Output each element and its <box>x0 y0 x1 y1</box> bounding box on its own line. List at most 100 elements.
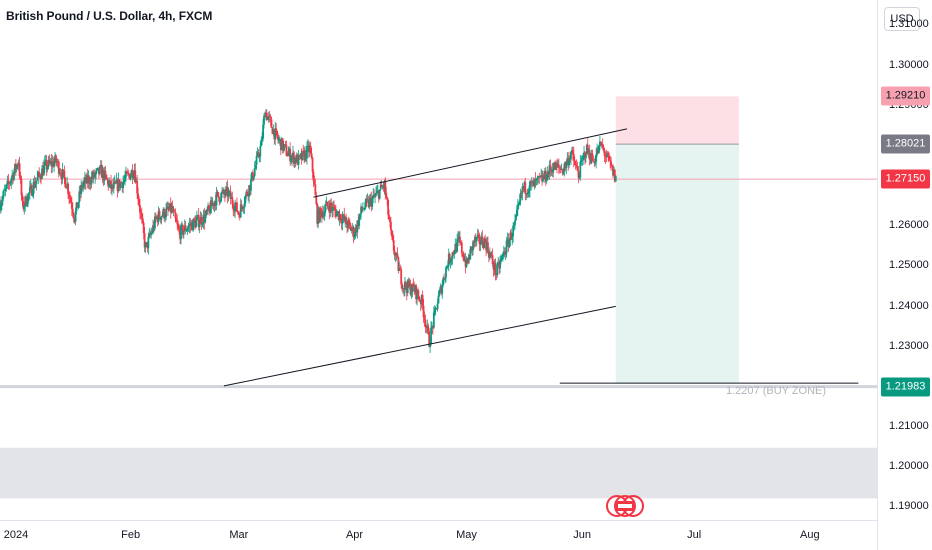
candle-down <box>52 161 55 167</box>
tradingview-logo-icon[interactable] <box>606 495 644 517</box>
candle-down <box>481 236 484 246</box>
candle-up <box>187 226 190 230</box>
candle-down <box>327 205 330 208</box>
candle-down <box>423 317 426 320</box>
candle-up <box>219 201 222 202</box>
candle-down <box>315 194 318 205</box>
candle-down <box>111 184 114 189</box>
candle-down <box>296 155 299 165</box>
candle-up <box>251 172 253 180</box>
candle-up <box>274 128 277 140</box>
candle-up <box>195 217 198 221</box>
candle-up <box>571 150 573 153</box>
time-tick: Aug <box>800 529 820 541</box>
candle-down <box>425 327 428 328</box>
candle-up <box>15 165 18 170</box>
candle-down <box>610 161 613 166</box>
candle-up <box>98 166 101 174</box>
candle-up <box>512 225 515 237</box>
candle-down <box>487 251 490 258</box>
candle-down <box>106 178 109 181</box>
candle-down <box>320 211 323 217</box>
chart-plot[interactable] <box>0 0 877 520</box>
candle-up <box>444 277 446 280</box>
candle-down <box>246 191 249 195</box>
candle-down <box>173 210 176 213</box>
candle-down <box>72 213 75 219</box>
candle-up <box>325 201 328 206</box>
candle-down <box>608 155 611 161</box>
candle-up <box>476 234 479 238</box>
candle-down <box>401 284 404 289</box>
candle-up <box>528 190 530 193</box>
candle-down <box>313 180 316 185</box>
candle-down <box>609 160 612 162</box>
candle-up <box>80 185 83 195</box>
candle-up <box>66 183 69 189</box>
candle-up <box>162 209 165 216</box>
candle-down <box>367 199 370 207</box>
candle-down <box>428 331 431 347</box>
candle-up <box>319 207 321 222</box>
currency-button[interactable]: USD <box>884 7 920 31</box>
candle-up <box>202 214 205 225</box>
candle-up <box>172 210 175 212</box>
candle-down <box>292 152 295 164</box>
candle-up <box>211 203 214 206</box>
candle-up <box>36 177 39 181</box>
candle-up <box>209 200 212 214</box>
candle-up <box>147 237 150 249</box>
candle-up <box>371 198 374 207</box>
demand-zone <box>0 447 877 499</box>
candle-down <box>538 176 541 178</box>
candle-down <box>377 190 380 199</box>
candle-down <box>265 112 268 120</box>
candle-down <box>443 278 445 280</box>
candle-up <box>28 187 31 194</box>
candle-down <box>399 268 402 270</box>
candle-down <box>200 216 203 225</box>
candle-up <box>335 212 338 217</box>
candle-down <box>240 204 243 207</box>
candle-up <box>234 205 237 212</box>
candle-up <box>497 262 500 265</box>
candle-down <box>393 250 396 256</box>
candle-up <box>496 264 499 276</box>
candle-down <box>137 193 139 200</box>
candle-down <box>249 185 251 191</box>
candle-down <box>73 218 76 222</box>
candle-down <box>84 177 87 184</box>
candle-up <box>369 197 372 200</box>
candle-down <box>392 240 395 251</box>
price-tick: 1.21000 <box>889 420 929 433</box>
candle-up <box>513 225 515 226</box>
candle-down <box>558 167 561 169</box>
candle-up <box>192 219 195 231</box>
candle-down <box>70 198 72 203</box>
candle-down <box>415 285 418 300</box>
candle-down <box>48 159 51 163</box>
candle-down <box>208 205 210 209</box>
candle-down <box>551 169 554 173</box>
candle-down <box>107 180 110 187</box>
candle-down <box>71 208 74 214</box>
candle-down <box>279 139 282 151</box>
candle-up <box>406 280 409 294</box>
candle-up <box>31 193 34 196</box>
candle-down <box>70 202 73 209</box>
level-lines-layer <box>0 178 877 389</box>
candle-up <box>368 199 371 207</box>
candle-down <box>91 176 94 179</box>
candle-up <box>446 266 449 267</box>
candle-down <box>605 156 608 158</box>
candle-down <box>89 183 92 185</box>
candle-up <box>517 202 520 206</box>
candle-up <box>324 205 327 211</box>
candle-up <box>74 211 77 222</box>
candle-down <box>209 208 211 214</box>
candle-up <box>288 148 291 153</box>
candle-up <box>552 169 555 173</box>
candle-down <box>178 227 181 232</box>
candle-up <box>350 229 353 231</box>
candle-down <box>390 230 393 237</box>
